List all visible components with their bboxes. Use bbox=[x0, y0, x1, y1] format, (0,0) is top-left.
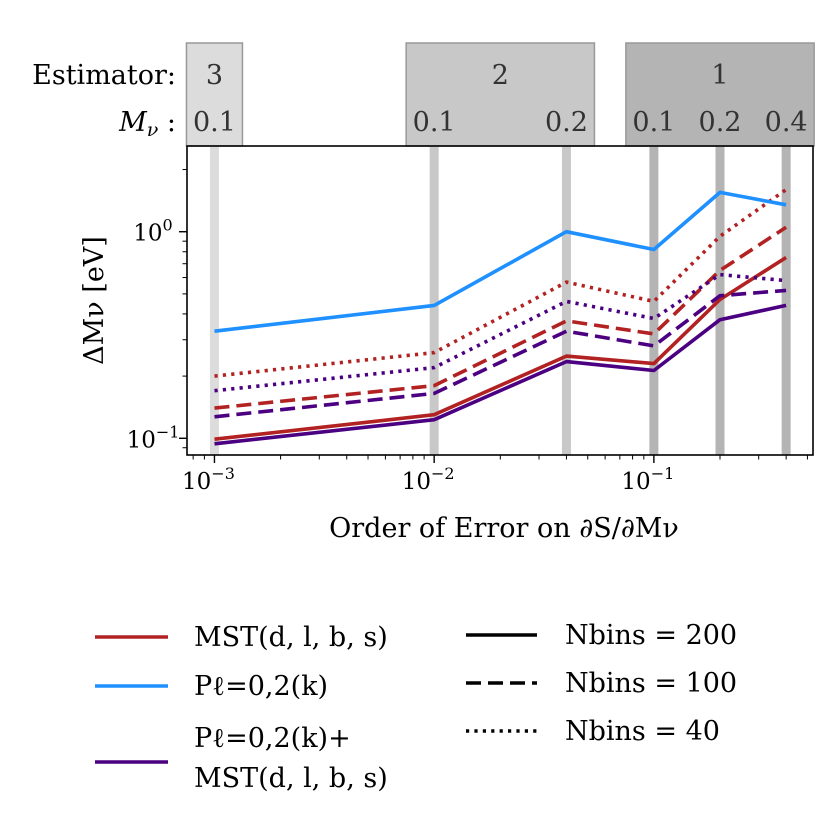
legend: MST(d, l, b, s) Pℓ=0,2(k) Pℓ=0,2(k)+ MST(d,… bbox=[95, 620, 737, 794]
highlight-band bbox=[429, 146, 439, 455]
mnu-value-label: 0.1 bbox=[632, 107, 675, 138]
x-tick-label: 10−1 bbox=[621, 464, 674, 495]
legend-label-combined: MST(d, l, b, s) bbox=[194, 763, 388, 794]
estimator-header: 3 0.1 2 0.1 0.2 1 0.1 0.2 0.4 Estimator: Mν : bbox=[32, 42, 815, 147]
series-line-combined-100 bbox=[214, 288, 787, 419]
legend-label-pk: Pℓ=0,2(k) bbox=[194, 671, 328, 702]
series-line-combined-40 bbox=[214, 272, 787, 393]
estimator-group-name: 2 bbox=[492, 60, 509, 91]
axis-ticks: 10−3 10−2 10−1 10−1 100 bbox=[127, 169, 808, 495]
legend-label-mst: MST(d, l, b, s) bbox=[194, 622, 388, 653]
mnu-value-label: 0.1 bbox=[193, 107, 236, 138]
mnu-row-label: Mν : bbox=[118, 107, 176, 141]
highlight-band bbox=[649, 146, 659, 455]
estimator-group-name: 1 bbox=[711, 60, 728, 91]
legend-label-nbins: Nbins = 200 bbox=[565, 620, 737, 651]
x-tick-label: 10−2 bbox=[402, 464, 455, 495]
legend-label-nbins: Nbins = 100 bbox=[565, 668, 737, 699]
series-line-mst-40 bbox=[214, 188, 788, 378]
y-tick-label: 100 bbox=[133, 216, 172, 247]
legend-label-nbins: Nbins = 40 bbox=[565, 716, 720, 747]
estimator-group-box bbox=[185, 42, 244, 147]
estimator-group-box bbox=[625, 42, 815, 147]
highlight-lines bbox=[209, 146, 791, 455]
mnu-value-label: 0.1 bbox=[413, 107, 456, 138]
estimator-row-label: Estimator: bbox=[32, 60, 176, 91]
mnu-value-label: 0.2 bbox=[699, 107, 742, 138]
y-axis-label: ΔMν [eV] bbox=[79, 236, 110, 365]
y-tick-label: 10−1 bbox=[127, 422, 180, 453]
x-axis-label: Order of Error on ∂S/∂Mν bbox=[329, 513, 679, 544]
series-line-combined-200 bbox=[214, 303, 787, 446]
x-tick-label: 10−3 bbox=[182, 464, 235, 495]
series-line-mst-200 bbox=[214, 255, 788, 441]
estimator-group-box bbox=[405, 42, 596, 147]
highlight-band bbox=[209, 146, 219, 455]
series-lines bbox=[214, 188, 788, 446]
estimator-group-name: 3 bbox=[206, 60, 223, 91]
series-line-pk-200 bbox=[214, 190, 787, 333]
legend-label-combined: Pℓ=0,2(k)+ bbox=[194, 723, 351, 754]
highlight-band bbox=[561, 146, 571, 455]
mnu-value-label: 0.2 bbox=[545, 107, 588, 138]
highlight-band bbox=[781, 146, 791, 455]
mnu-value-label: 0.4 bbox=[765, 107, 808, 138]
series-line-mst-100 bbox=[214, 225, 788, 410]
